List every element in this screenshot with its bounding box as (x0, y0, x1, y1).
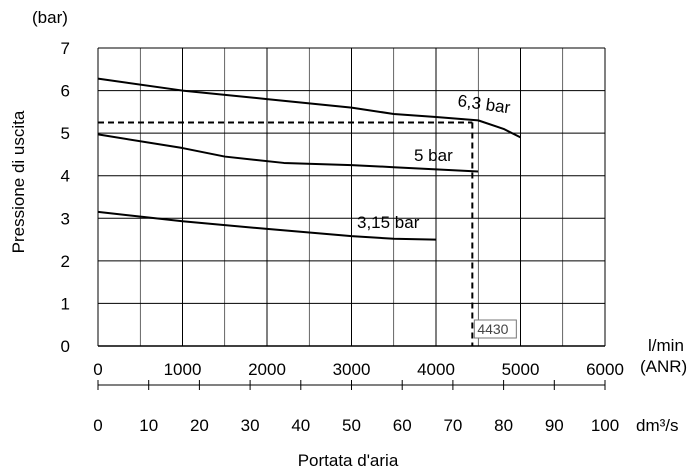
y-tick-label: 6 (61, 82, 70, 101)
y-tick-label: 3 (61, 209, 70, 228)
y-tick-label: 1 (61, 294, 70, 313)
x-secondary-tick-label: 100 (591, 416, 619, 435)
curves (97, 77, 521, 241)
curve-labels: 6,3 bar 5 bar 3,15 bar (357, 91, 512, 232)
y-tick-label: 2 (61, 252, 70, 271)
x-secondary-tick-label: 0 (93, 416, 102, 435)
y-tick-label: 5 (61, 124, 70, 143)
x-unit-label-line2: (ANR) (640, 357, 687, 376)
curve-0 (97, 77, 521, 139)
curve-label-5-bar: 5 bar (414, 146, 453, 165)
y-tick-label: 4 (61, 167, 70, 186)
y-tick-label: 0 (61, 337, 70, 356)
reference-box (473, 319, 517, 339)
reference-label: 4430 (477, 321, 508, 337)
x-tick-label: 4000 (417, 360, 455, 379)
x-secondary-tick-labels: 0 10 20 30 40 50 60 70 80 90 100 (93, 416, 619, 435)
curve-2 (97, 210, 437, 241)
x-secondary-tick-label: 70 (443, 416, 462, 435)
y-tick-label: 7 (61, 39, 70, 58)
x-tick-label: 3000 (333, 360, 371, 379)
x-secondary-tick-label: 30 (241, 416, 260, 435)
y-tick-labels: 0 1 2 3 4 5 6 7 (61, 39, 70, 356)
x-tick-label: 5000 (502, 360, 540, 379)
x-secondary-tick-label: 60 (393, 416, 412, 435)
x-tick-label: 1000 (164, 360, 202, 379)
curve-label-6-3-bar: 6,3 bar (456, 91, 511, 117)
x-axis-title: Portata d'aria (298, 451, 399, 470)
grid (97, 47, 606, 390)
x-tick-labels: 0 1000 2000 3000 4000 5000 6000 (93, 360, 624, 379)
x-secondary-tick-label: 80 (494, 416, 513, 435)
x-secondary-tick-label: 20 (190, 416, 209, 435)
x-tick-label: 6000 (586, 360, 624, 379)
x-tick-label: 2000 (248, 360, 286, 379)
x-secondary-tick-label: 40 (291, 416, 310, 435)
curve-1 (97, 133, 479, 173)
x-secondary-tick-label: 50 (342, 416, 361, 435)
x-tick-label: 0 (93, 360, 102, 379)
reference-lines: 4430 (98, 121, 517, 346)
x-unit-label-line1: l/min (648, 336, 684, 355)
x-secondary-tick-label: 10 (139, 416, 158, 435)
curve-label-3-15-bar: 3,15 bar (357, 213, 420, 232)
x-secondary-tick-label: 90 (545, 416, 564, 435)
y-axis-title: Pressione di uscita (9, 110, 28, 253)
y-unit-label: (bar) (32, 8, 68, 27)
x-secondary-unit-label: dm³/s (636, 416, 679, 435)
